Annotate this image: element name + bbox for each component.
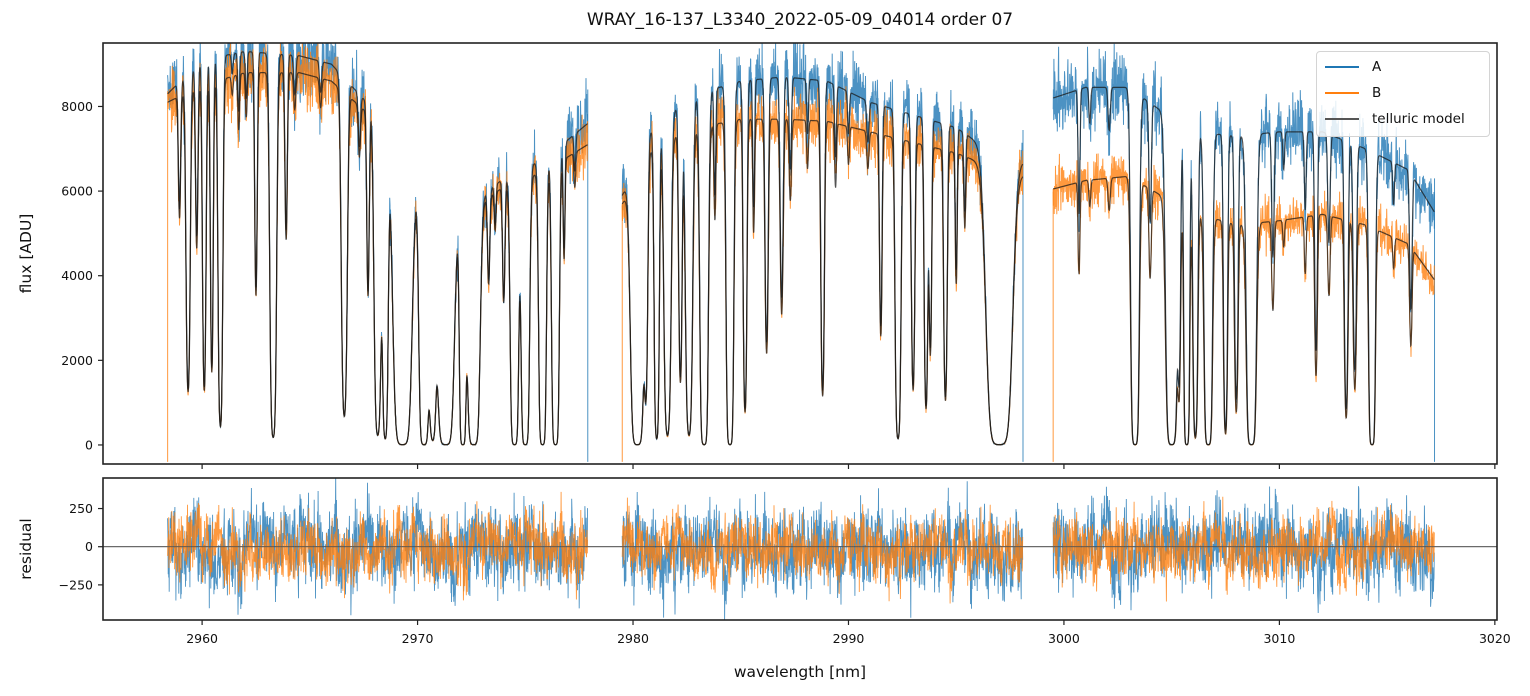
y-tick-label: 0 xyxy=(85,437,93,452)
x-tick-label: 3020 xyxy=(1479,631,1511,646)
residual-axes-frame xyxy=(102,477,1498,621)
legend: A B telluric model xyxy=(1316,51,1490,137)
telluric-model-a-line xyxy=(167,51,588,446)
y-tick-label: −250 xyxy=(59,577,93,592)
y-tick-label: 6000 xyxy=(61,184,93,199)
legend-swatch-b xyxy=(1325,92,1359,94)
x-tick-label: 3000 xyxy=(1048,631,1080,646)
x-tick-label: 2980 xyxy=(617,631,649,646)
spectrum-axes-frame xyxy=(102,42,1498,465)
y-tick-label: 2000 xyxy=(61,353,93,368)
x-tick-label: 3010 xyxy=(1263,631,1295,646)
telluric-model-b-line xyxy=(621,118,1024,446)
legend-label-telluric: telluric model xyxy=(1372,111,1465,127)
spectrum-x-ticks xyxy=(201,464,1496,469)
legend-label-a: A xyxy=(1372,59,1382,75)
legend-swatch-telluric xyxy=(1325,118,1359,120)
series-b-line xyxy=(167,43,588,446)
y-tick-label: 0 xyxy=(85,539,93,554)
legend-entry-b: B xyxy=(1325,83,1381,103)
residual-plot-area xyxy=(103,478,1497,620)
residual-y-ticks: −250 0 250 xyxy=(59,501,103,592)
y-tick-label: 4000 xyxy=(61,268,93,283)
x-axis-label: wavelength [nm] xyxy=(734,663,866,681)
x-tick-label: 2960 xyxy=(186,631,218,646)
legend-label-b: B xyxy=(1372,85,1382,101)
legend-entry-a: A xyxy=(1325,57,1381,77)
y-axis-label-residual: residual xyxy=(17,518,35,579)
residual-x-ticks: 2960 2970 2980 2990 3000 3010 3020 xyxy=(186,620,1511,646)
chart-title: WRAY_16-137_L3340_2022-05-09_04014 order… xyxy=(586,10,1014,30)
spectrum-plot-area xyxy=(167,43,1436,462)
legend-entry-telluric: telluric model xyxy=(1325,109,1465,129)
y-axis-label-flux: flux [ADU] xyxy=(17,214,35,294)
spectrum-panel: 0 2000 4000 6000 8000 flux [ADU] xyxy=(17,42,1498,469)
x-tick-label: 2990 xyxy=(833,631,865,646)
x-tick-label: 2970 xyxy=(402,631,434,646)
spectrum-y-ticks: 0 2000 4000 6000 8000 xyxy=(61,99,103,452)
residual-panel: −250 0 250 2960 2970 2980 2990 3000 3010 3020 re… xyxy=(17,477,1511,681)
telluric-model-b-line xyxy=(167,71,588,446)
y-tick-label: 8000 xyxy=(61,99,93,114)
legend-swatch-a xyxy=(1325,66,1359,68)
y-tick-label: 250 xyxy=(69,501,93,516)
telluric-model-b-line xyxy=(1052,176,1435,446)
